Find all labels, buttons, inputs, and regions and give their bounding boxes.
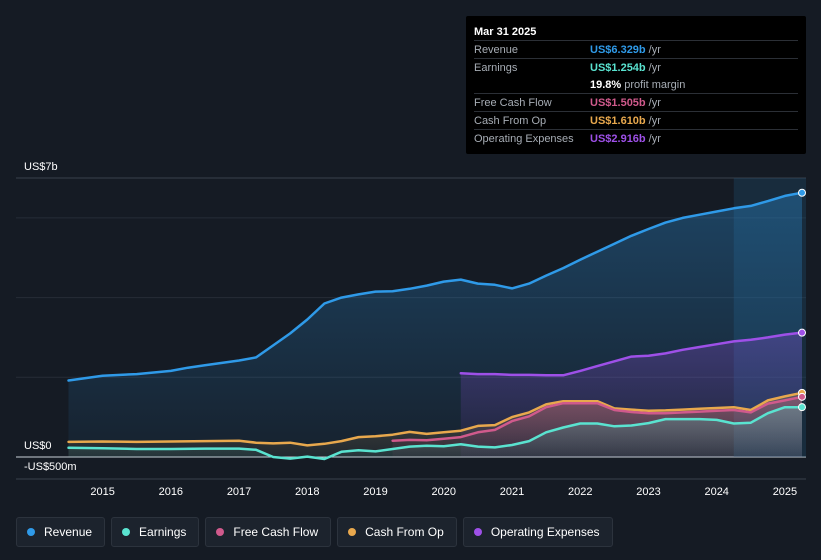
- tooltip-label: Revenue: [474, 43, 519, 56]
- tooltip-value: US$1.505b: [590, 96, 646, 109]
- legend-dot-icon: [216, 528, 225, 536]
- data-tooltip: Mar 31 2025 Revenue US$6.329b /yr Earnin…: [466, 16, 806, 154]
- tooltip-unit: /yr: [648, 114, 661, 127]
- tooltip-value: US$1.610b: [590, 114, 646, 127]
- tooltip-unit: /yr: [648, 61, 661, 74]
- x-tick-label: 2018: [295, 486, 319, 498]
- legend-label: Cash From Op: [365, 525, 444, 539]
- x-tick-label: 2024: [704, 486, 728, 498]
- chart-legend: Revenue Earnings Free Cash Flow Cash Fro…: [16, 517, 613, 549]
- x-tick-label: 2022: [568, 486, 592, 498]
- revenue-line: [67, 191, 804, 382]
- legend-dot-icon: [473, 528, 482, 536]
- tooltip-unit: /yr: [648, 96, 661, 109]
- tooltip-row-cfo: Cash From Op US$1.610b /yr: [474, 111, 798, 129]
- operating-expenses-line: [459, 331, 804, 377]
- tooltip-value: US$1.254b: [590, 61, 646, 74]
- tooltip-label: Earnings: [474, 61, 518, 74]
- legend-item-revenue[interactable]: Revenue: [16, 517, 106, 547]
- tooltip-row-fcf: Free Cash Flow US$1.505b /yr: [474, 93, 798, 111]
- free-cash-flow-end-marker: [798, 392, 806, 401]
- legend-label: Revenue: [44, 525, 93, 539]
- x-tick-label: 2017: [227, 486, 251, 498]
- legend-item-free-cash-flow[interactable]: Free Cash Flow: [205, 517, 332, 547]
- legend-label: Free Cash Flow: [233, 525, 319, 539]
- tooltip-label: Free Cash Flow: [474, 96, 552, 109]
- cash-from-op-line: [67, 391, 804, 447]
- earnings-end-marker: [798, 403, 806, 412]
- y-axis-min-label: -US$500m: [24, 461, 77, 473]
- x-tick-label: 2021: [500, 486, 524, 498]
- tooltip-row-opex: Operating Expenses US$2.916b /yr: [474, 129, 798, 147]
- tooltip-row-revenue: Revenue US$6.329b /yr: [474, 40, 798, 58]
- x-axis: 2015 2016 2017 2018 2019 2020 2021 2022 2023 2024…: [90, 486, 797, 498]
- x-tick-label: 2016: [159, 486, 183, 498]
- tooltip-unit: /yr: [648, 43, 661, 56]
- tooltip-label: Operating Expenses: [474, 132, 574, 145]
- legend-item-operating-expenses[interactable]: Operating Expenses: [462, 517, 613, 547]
- x-tick-label: 2019: [363, 486, 387, 498]
- x-tick-label: 2015: [90, 486, 114, 498]
- tooltip-unit: /yr: [648, 132, 661, 145]
- legend-item-cash-from-op[interactable]: Cash From Op: [337, 517, 457, 547]
- legend-dot-icon: [122, 528, 131, 536]
- tooltip-row-earnings: Earnings US$1.254b /yr: [474, 58, 798, 76]
- legend-label: Earnings: [139, 525, 187, 539]
- tooltip-label: Cash From Op: [474, 114, 547, 127]
- legend-item-earnings[interactable]: Earnings: [111, 517, 200, 547]
- legend-dot-icon: [27, 528, 35, 536]
- free-cash-flow-line: [391, 395, 804, 442]
- financials-chart: 2015 2016 2017 2018 2019 2020 2021 2022 2023 2024…: [16, 161, 806, 498]
- y-axis-top-label: US$7b: [24, 161, 58, 173]
- earnings-area: [68, 407, 802, 459]
- legend-label: Operating Expenses: [490, 525, 600, 539]
- tooltip-value: US$2.916b: [590, 132, 646, 145]
- series-layer: [67, 188, 806, 461]
- tooltip-date: Mar 31 2025: [474, 26, 537, 38]
- tooltip-value: US$6.329b: [590, 43, 646, 56]
- tooltip-value: 19.8%: [590, 78, 622, 91]
- operating-expenses-end-marker: [798, 328, 806, 337]
- x-tick-label: 2020: [432, 486, 456, 498]
- y-axis-zero-label: US$0: [24, 440, 52, 452]
- x-tick-label: 2025: [773, 486, 797, 498]
- x-tick-label: 2023: [636, 486, 660, 498]
- earnings-line: [67, 405, 804, 461]
- tooltip-unit: profit margin: [624, 78, 686, 91]
- tooltip-row-margin: 19.8% profit margin: [474, 76, 798, 93]
- legend-dot-icon: [348, 528, 357, 536]
- revenue-end-marker: [798, 188, 806, 197]
